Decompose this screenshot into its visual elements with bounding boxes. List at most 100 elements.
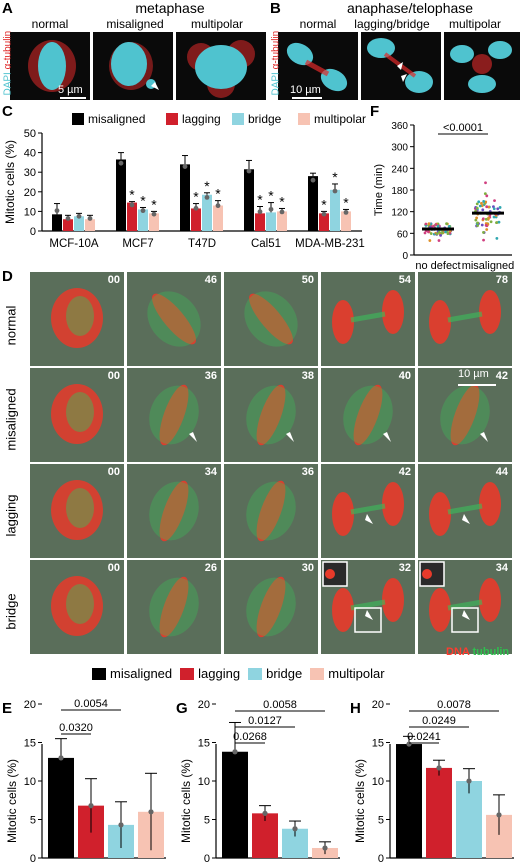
dna-blob	[51, 480, 103, 540]
chart-f-point	[492, 207, 496, 211]
chart-c-bar	[244, 169, 254, 231]
dna-blob	[51, 288, 103, 348]
chart-f-point	[475, 206, 479, 210]
timelapse-frame-image	[51, 480, 103, 540]
chart-e-point	[88, 803, 94, 809]
chart-f-point	[435, 232, 439, 236]
tubulin-blob	[246, 577, 296, 637]
chart-c-point	[54, 208, 60, 214]
chart-f-point	[476, 221, 480, 225]
dna-blob	[429, 492, 451, 536]
timelapse-frame-image	[149, 576, 199, 638]
dna-blob	[159, 576, 189, 638]
chart-c-ytick-label: 50	[24, 128, 36, 140]
chart-f-point	[489, 220, 493, 224]
timelapse-grid: 00 46 50 54 78 00 36 38 40 42 00 34 36 42 44 00 26 30 32 34	[30, 272, 520, 662]
chart-c-ytick-label: 30	[24, 167, 36, 179]
chart-g-ylabel: Mitotic cells (%)	[179, 759, 193, 843]
frame-time-label: 00	[107, 562, 120, 574]
chart-g-ytick-label: 5	[204, 815, 210, 827]
row-label-normal: normal	[3, 305, 19, 346]
chart-h-point	[496, 812, 502, 818]
tubulin-blob	[66, 584, 94, 624]
frame-time-label: 00	[107, 370, 120, 382]
arrowhead	[189, 432, 197, 442]
chart-f-ytick-label: 240	[391, 164, 408, 175]
legend-item-misaligned: misaligned	[92, 666, 172, 681]
timelapse-frame: 32	[321, 560, 415, 654]
tubulin-blob	[246, 385, 296, 445]
chart-c-bar	[127, 202, 137, 231]
frame-time-label: 44	[495, 466, 508, 478]
tubulin-blob	[66, 392, 94, 432]
timelapse-frame: 38	[224, 368, 318, 462]
chart-c-ytick-label: 20	[24, 187, 36, 199]
tubulin-blob	[149, 385, 199, 445]
dna-blob	[332, 588, 354, 632]
frame-time-label: 54	[398, 274, 411, 286]
panel-a-cond-1: normal	[31, 17, 69, 31]
tubulin-blob	[440, 385, 490, 445]
chart-c-point	[343, 209, 349, 215]
chart-c-ylabel: Mitotic cells (%)	[3, 140, 17, 224]
chart-c-bar	[255, 213, 265, 231]
arrowhead	[462, 514, 470, 524]
timelapse-frame: 50	[224, 272, 318, 366]
arrowhead	[365, 610, 373, 620]
chart-f-ytick-label: 60	[397, 229, 409, 240]
chart-f-xtick-label: misaligned	[462, 260, 515, 272]
frame-time-label: 36	[204, 370, 217, 382]
panel-letter-d: D	[2, 268, 13, 285]
tubulin-bridge	[447, 311, 483, 323]
panel-d-channel-labels: DNA tubulin	[446, 646, 510, 658]
chart-c-star: *	[321, 196, 327, 212]
arrowhead	[286, 432, 294, 442]
timelapse-frame-image	[322, 561, 404, 633]
panel-a-stain-label: DAPI α-tubulin	[2, 30, 14, 96]
chart-h-ytick-label: 15	[372, 738, 384, 750]
timelapse-frame-image	[244, 291, 298, 347]
tubulin-bridge	[350, 311, 386, 323]
legend-item-lagging: lagging	[180, 666, 240, 681]
chart-h-bar	[396, 744, 422, 858]
tubulin-blob	[244, 291, 298, 347]
chart-c-star: *	[129, 187, 135, 203]
panel-b-stain-label: DAPI α-tubulin	[270, 30, 282, 96]
chart-c-star: *	[257, 192, 263, 208]
timelapse-frame-image	[332, 482, 404, 536]
chart-c-bar	[85, 219, 95, 231]
inset-box	[354, 607, 382, 633]
timelapse-frame-image	[51, 576, 103, 636]
chart-c-legend-label: multipolar	[314, 112, 366, 126]
chart-c-star: *	[151, 196, 157, 212]
micrograph-a-misaligned	[93, 32, 173, 100]
chart-f-point	[481, 208, 485, 212]
chart-c-bar	[74, 216, 84, 231]
chart-c-bar	[341, 211, 351, 231]
row-label-bridge: bridge	[3, 593, 19, 630]
chart-c-point	[193, 205, 199, 211]
timelapse-frame-image	[429, 290, 501, 344]
timelapse-frame: 46	[127, 272, 221, 366]
chart-g-pvalue: 0.0268	[233, 731, 267, 743]
chart-f-point	[492, 205, 495, 209]
dna-blob	[479, 482, 501, 526]
chart-f-point	[484, 217, 488, 221]
tubulin-blob	[149, 481, 199, 541]
chart-h-pvalue: 0.0241	[407, 731, 441, 743]
chart-h-ytick-label: 5	[378, 815, 384, 827]
panel-a-scale-text: 5 µm	[58, 84, 83, 96]
panel-letter-c: C	[2, 103, 13, 120]
panel-b-cond-2: lagging/bridge	[354, 17, 430, 31]
micrograph-b-normal	[278, 32, 358, 100]
chart-f-point	[440, 231, 444, 235]
arrowhead	[480, 432, 488, 442]
chart-c-legend-swatch	[232, 113, 244, 125]
chart-c-ytick-label: 0	[30, 226, 36, 238]
frame-time-label: 00	[107, 466, 120, 478]
chart-f-point	[439, 233, 443, 237]
chart-c-xtick-label: T47D	[188, 238, 216, 250]
panel-d-scale-text: 10 µm	[458, 368, 489, 380]
chart-g-ytick-label: 20	[198, 699, 210, 711]
chart-c: 0 10 20 30 40 50 Mitotic cells (%) MCF-10A * * * MC…	[3, 112, 366, 250]
